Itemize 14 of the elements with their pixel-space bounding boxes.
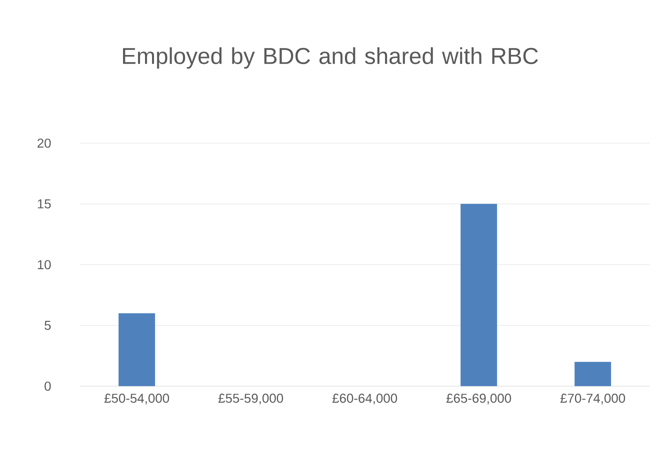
chart-title: Employed by BDC and shared with RBC [123, 47, 538, 69]
bar [460, 204, 498, 386]
y-tick-label: 10 [38, 260, 51, 270]
x-tick-label: £65-69,000 [446, 394, 512, 404]
x-tick-label: £70-74,000 [560, 394, 626, 404]
x-tick-label: £50-54,000 [104, 394, 170, 404]
bar [574, 362, 612, 386]
y-tick-label: 15 [38, 199, 51, 208]
y-tick-label: 20 [38, 138, 51, 148]
bar [118, 313, 156, 386]
y-tick-label: 5 [44, 320, 51, 330]
y-tick-label: 0 [44, 382, 51, 391]
x-tick-label: £55-59,000 [218, 394, 284, 404]
x-tick-label: £60-64,000 [332, 394, 398, 404]
